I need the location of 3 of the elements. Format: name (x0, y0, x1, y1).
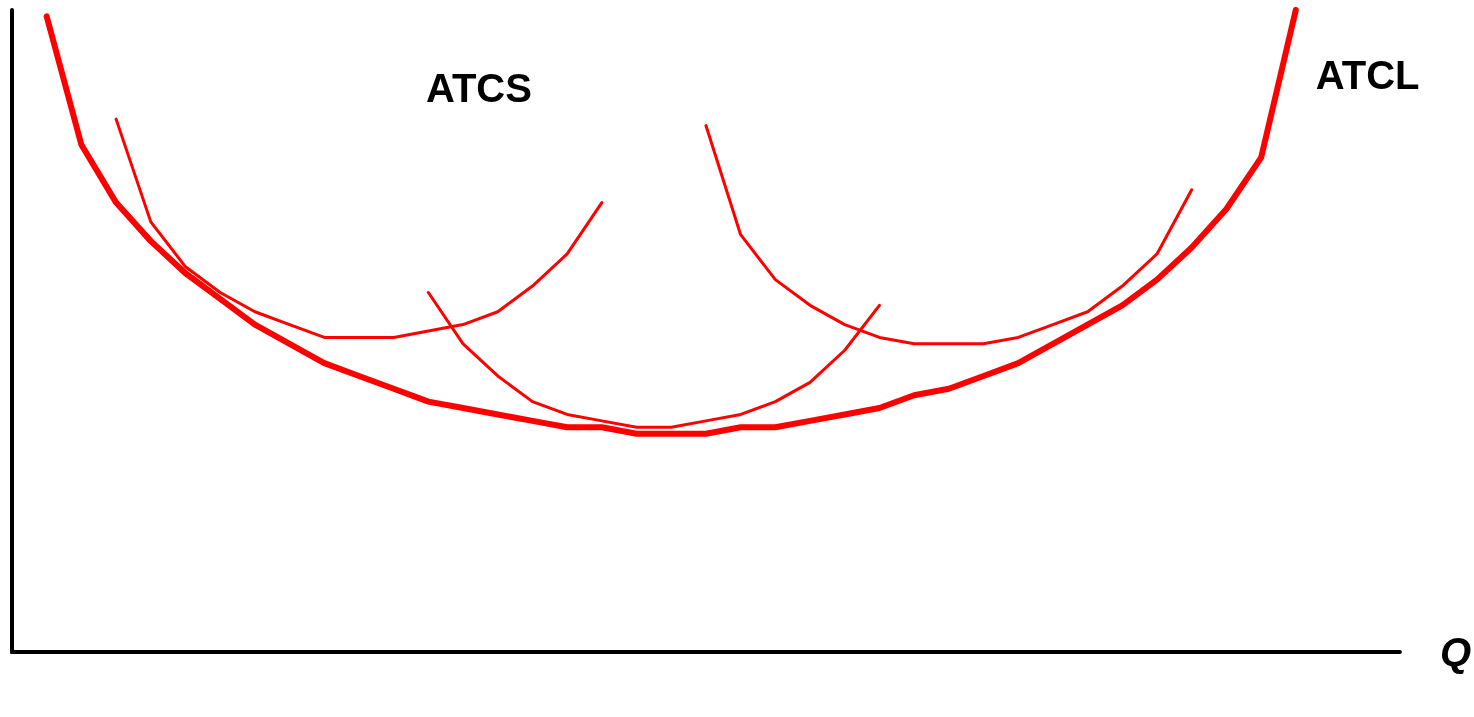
annotation: ATCS (426, 66, 532, 110)
series-label: ATCL (1315, 53, 1420, 97)
x-axis-title: Q (1439, 630, 1472, 675)
